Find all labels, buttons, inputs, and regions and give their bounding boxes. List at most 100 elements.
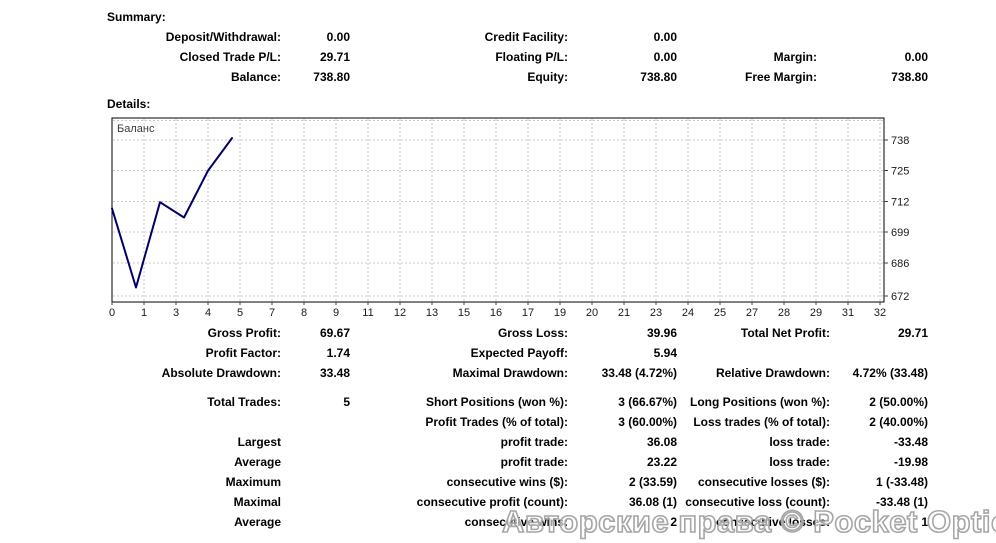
stat-label: Closed Trade P/L: <box>179 50 281 64</box>
stat-value: 3 (60.00%) <box>618 415 677 429</box>
stat-value: 0.00 <box>653 50 677 64</box>
stat-label: consecutive loss (count): <box>685 495 830 509</box>
stat-label: Maximal <box>233 495 281 509</box>
stat-value: 0.00 <box>653 30 677 44</box>
stat-value <box>281 452 350 472</box>
stat-value: 39.96 <box>646 326 677 340</box>
stat-value: 5 <box>343 395 350 409</box>
y-tick-label: 686 <box>891 258 909 270</box>
stat-value: 0.00 <box>904 50 928 64</box>
x-tick-label: 21 <box>618 307 630 319</box>
stat-label: Expected Payoff: <box>470 346 568 360</box>
stat-label: Absolute Drawdown: <box>161 366 281 380</box>
stat-label: loss trade: <box>769 435 830 449</box>
x-tick-label: 23 <box>650 307 662 319</box>
stat-value: 36.08 (1) <box>628 495 677 509</box>
stat-value: 2 (50.00%) <box>869 395 928 409</box>
stat-label: profit trade: <box>500 455 568 469</box>
stat-label: consecutive losses ($): <box>697 475 830 489</box>
summary-table: Deposit/Withdrawal: 0.00 Credit Facility: 0… <box>107 27 928 87</box>
stat-value <box>281 472 350 492</box>
x-tick-label: 31 <box>842 307 854 319</box>
stat-label <box>677 343 830 363</box>
x-tick-label: 11 <box>362 307 373 319</box>
stat-label: Free Margin: <box>744 70 817 84</box>
stat-label: Maximal Drawdown: <box>452 366 568 380</box>
stat-label: loss trade: <box>769 455 830 469</box>
stat-label: Short Positions (won %): <box>426 395 568 409</box>
stat-value <box>281 432 350 452</box>
stat-label: Largest <box>237 435 281 449</box>
x-tick-label: 29 <box>810 307 822 319</box>
stat-label: Profit Trades (% of total): <box>425 415 568 429</box>
stat-value: 23.22 <box>646 455 677 469</box>
plot-border <box>111 117 885 303</box>
balance-line <box>111 137 233 289</box>
x-tick-label: 20 <box>586 307 598 319</box>
stat-label: Long Positions (won %): <box>690 395 830 409</box>
stat-value: -33.48 <box>893 435 928 449</box>
stat-value: 36.08 <box>646 435 677 449</box>
stat-value: 3 (66.67%) <box>618 395 677 409</box>
x-tick-label: 8 <box>301 307 307 319</box>
stat-value <box>281 512 350 532</box>
watermark: Авторские права © Pocket Option <box>501 503 996 540</box>
x-tick-label: 7 <box>269 307 275 319</box>
chart-series-label: Баланс <box>117 123 155 135</box>
stat-value: 2 <box>670 515 677 529</box>
stat-label: Deposit/Withdrawal: <box>165 30 281 44</box>
stat-label: Margin: <box>773 50 817 64</box>
x-tick-label: 9 <box>333 307 339 319</box>
x-tick-label: 32 <box>874 307 886 319</box>
x-tick-label: 19 <box>554 307 566 319</box>
x-tick-label: 1 <box>141 307 147 319</box>
x-tick-label: 0 <box>109 307 115 319</box>
stat-label: consecutive wins ($): <box>446 475 568 489</box>
x-tick-label: 16 <box>490 307 502 319</box>
stat-label: consecutive profit (count): <box>416 495 568 509</box>
stat-value: 69.67 <box>319 326 350 340</box>
stat-label: Maximum <box>225 475 281 489</box>
x-tick-label: 13 <box>426 307 438 319</box>
stat-label: Gross Loss: <box>497 326 568 340</box>
y-tick-label: 712 <box>891 196 909 208</box>
stat-label <box>107 412 281 432</box>
stat-value: 2 (33.59) <box>628 475 677 489</box>
stat-value: 738.80 <box>313 70 350 84</box>
x-tick-label: 3 <box>173 307 179 319</box>
stat-value: 1 <box>921 515 928 529</box>
y-tick-label: 725 <box>891 166 909 178</box>
stat-label: Average <box>234 455 281 469</box>
stat-value: 1 (-33.48) <box>875 475 928 489</box>
stat-label: Gross Profit: <box>207 326 281 340</box>
x-tick-label: 5 <box>237 307 243 319</box>
stat-value: 0.00 <box>326 30 350 44</box>
stat-label: Profit Factor: <box>205 346 281 360</box>
stat-value: -33.48 (1) <box>875 495 928 509</box>
stat-label: Floating P/L: <box>495 50 568 64</box>
stat-value: 33.48 <box>319 366 350 380</box>
y-tick-label: 672 <box>891 291 909 303</box>
balance-chart: 0 1 3 4 5 7 8 9 11 12 13 15 16 17 19 20 21 23 24 25 27 28 29 31… <box>109 117 909 319</box>
stat-value: 2 (40.00%) <box>869 415 928 429</box>
stat-value: 33.48 (4.72%) <box>601 366 677 380</box>
x-tick-label: 4 <box>205 307 211 319</box>
stat-label: consecutive losses: <box>715 515 830 529</box>
summary-heading: Summary: <box>107 10 166 24</box>
stat-value: 29.71 <box>897 326 928 340</box>
stat-value: 29.71 <box>319 50 350 64</box>
x-tick-label: 28 <box>778 307 790 319</box>
x-tick-label: 27 <box>746 307 758 319</box>
stat-label: Loss trades (% of total): <box>693 415 830 429</box>
stat-value: 1.74 <box>326 346 350 360</box>
stats-table: Gross Profit: 69.67 Gross Loss: 39.96 Total … <box>107 323 928 532</box>
stat-value: 5.94 <box>653 346 677 360</box>
group-gap <box>107 383 928 392</box>
stat-label: Average <box>234 515 281 529</box>
stat-value: -19.98 <box>893 455 928 469</box>
stat-label: Equity: <box>527 70 568 84</box>
stat-label: Credit Facility: <box>484 30 568 44</box>
stat-label: consecutive wins: <box>464 515 568 529</box>
details-heading: Details: <box>107 97 151 111</box>
stat-label: Balance: <box>230 70 281 84</box>
